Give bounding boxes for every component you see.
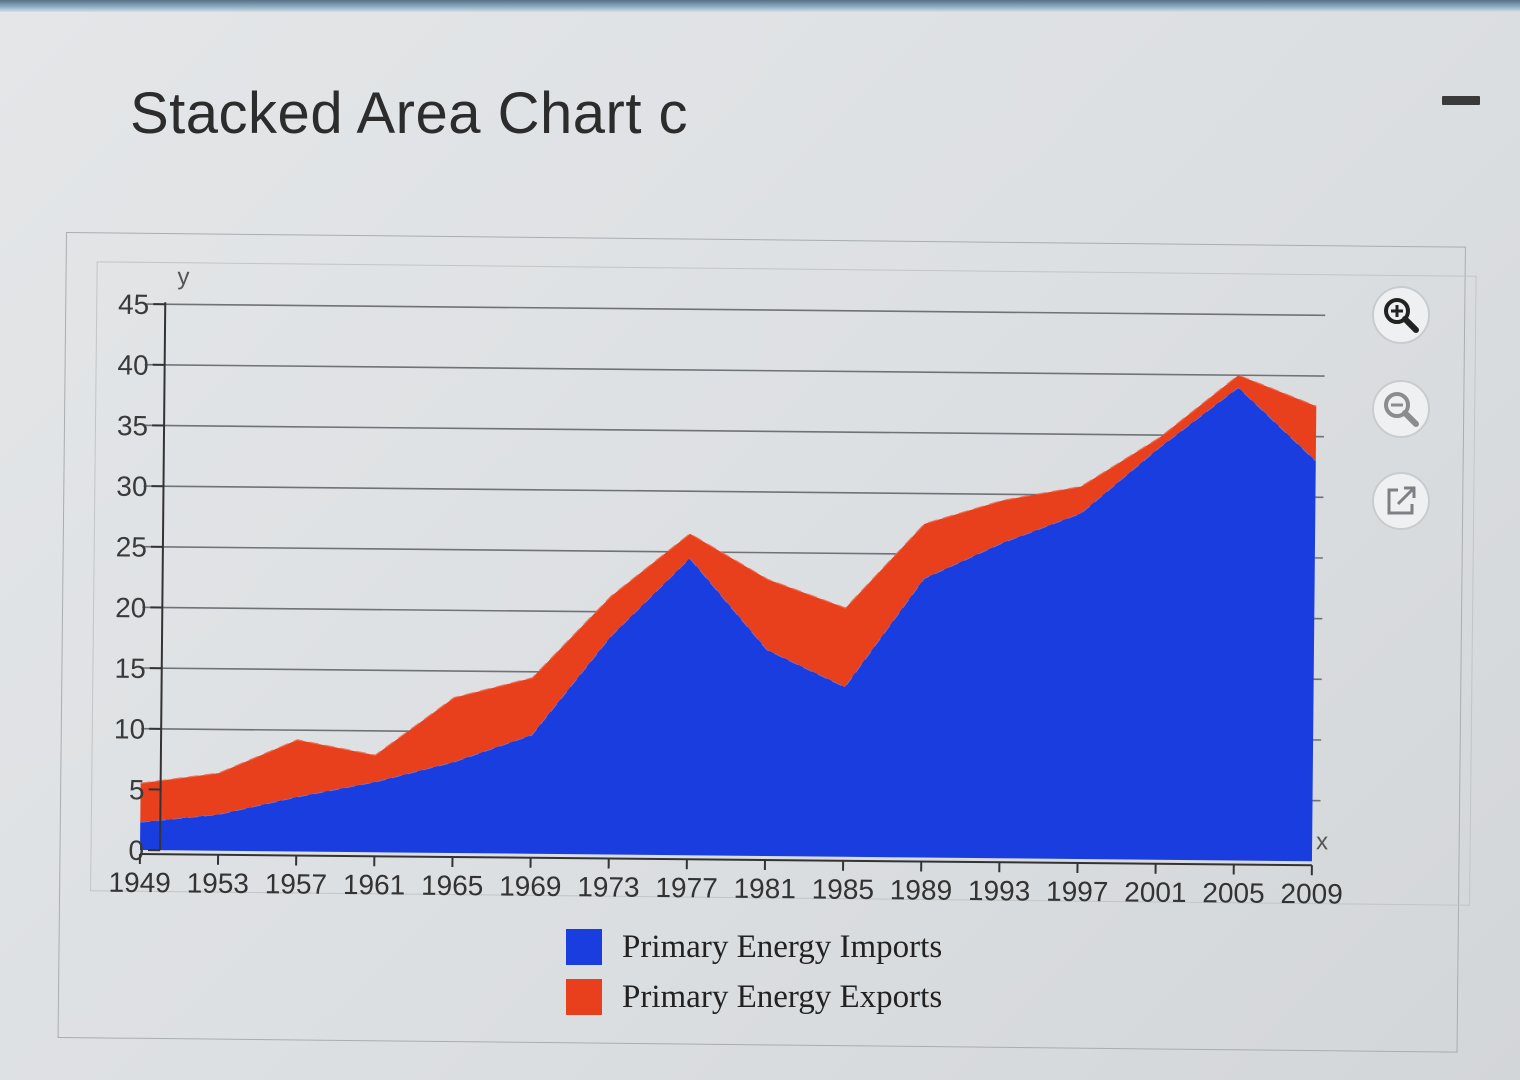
x-tick-label: 1961 <box>343 869 406 901</box>
y-tick-label: 45 <box>118 289 149 320</box>
gridline <box>144 424 1325 438</box>
legend-item-imports[interactable]: Primary Energy Imports <box>566 922 942 972</box>
gridline <box>145 303 1326 317</box>
chart-legend: Primary Energy Imports Primary Energy Ex… <box>566 922 942 1022</box>
zoom-out-icon <box>1384 392 1419 427</box>
y-tick-label: 10 <box>114 713 145 744</box>
x-tick-label: 1969 <box>499 870 562 902</box>
area-series-imports <box>140 387 1316 862</box>
window-top-edge <box>0 0 1520 12</box>
page-title: Stacked Area Chart c <box>130 81 689 146</box>
x-tick-label: 1949 <box>108 867 171 899</box>
legend-label-exports: Primary Energy Exports <box>622 978 943 1015</box>
x-tick-label: 1957 <box>265 868 328 900</box>
y-axis-label: y <box>177 263 189 290</box>
x-tick-label: 1973 <box>577 871 640 903</box>
legend-label-imports: Primary Energy Imports <box>622 928 943 965</box>
x-axis-label: x <box>1316 828 1328 855</box>
x-tick-label: 2009 <box>1280 878 1343 910</box>
x-tick-label: 1953 <box>187 867 250 899</box>
y-axis-line <box>158 302 167 851</box>
y-tick-label: 20 <box>115 592 146 623</box>
x-tick-label: 1981 <box>733 873 796 905</box>
gridline <box>144 363 1325 377</box>
y-tick-label: 5 <box>129 774 145 805</box>
minimize-icon[interactable] <box>1442 96 1480 105</box>
area-series-exports <box>140 375 1317 823</box>
x-axis-line <box>139 852 1312 867</box>
y-tick-label: 30 <box>116 471 147 502</box>
y-tick-label: 0 <box>128 835 144 866</box>
x-tick-label: 2005 <box>1202 877 1265 909</box>
zoom-out-button[interactable] <box>1372 380 1430 438</box>
open-external-icon <box>1387 486 1416 515</box>
y-tick-label: 25 <box>116 531 147 562</box>
zoom-in-icon <box>1384 298 1419 333</box>
y-tick-label: 40 <box>117 349 148 380</box>
x-tick-label: 1985 <box>812 873 875 905</box>
x-tick-label: 1989 <box>890 874 953 906</box>
x-tick-label: 1993 <box>968 875 1031 907</box>
y-tick-label: 35 <box>117 410 148 441</box>
zoom-in-button[interactable] <box>1372 286 1430 344</box>
open-external-button[interactable] <box>1372 472 1430 530</box>
x-tick-label: 2001 <box>1124 876 1187 908</box>
plot-group: 0 5 10 15 20 25 30 35 40 45 1949 1953 1957 1961 1965 19… <box>108 263 1343 910</box>
legend-swatch-exports <box>566 979 602 1015</box>
x-tick-label: 1977 <box>655 872 718 904</box>
x-tick-label: 1997 <box>1046 876 1109 908</box>
y-tick-label: 15 <box>114 653 145 684</box>
series-line-exports <box>140 374 1317 784</box>
x-tick-label: 1965 <box>421 870 484 902</box>
legend-item-exports[interactable]: Primary Energy Exports <box>566 972 942 1022</box>
legend-swatch-imports <box>566 929 602 965</box>
